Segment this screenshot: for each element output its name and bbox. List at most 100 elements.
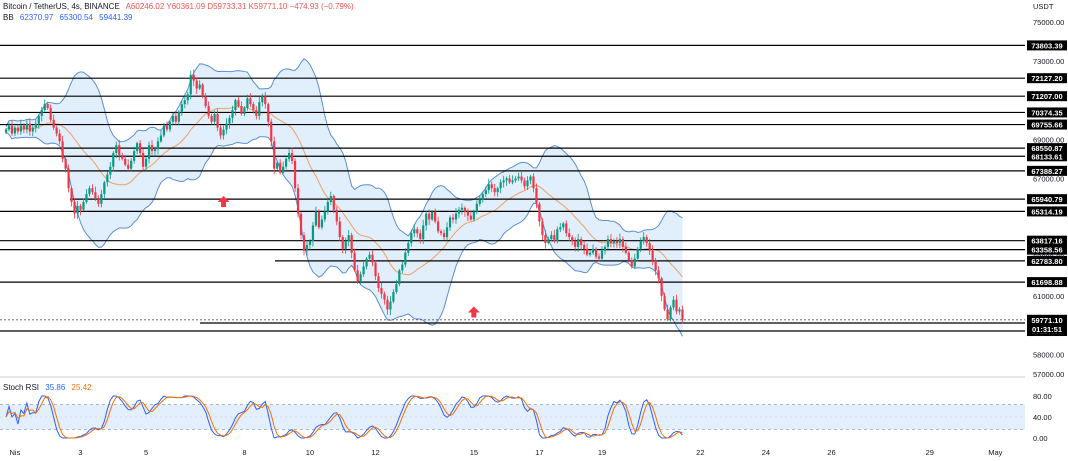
candle-body [55, 127, 58, 134]
candle-body [615, 241, 618, 243]
candle-body [174, 115, 177, 122]
rsi-label[interactable]: Stoch RSI [3, 383, 40, 392]
level-label: 65314.19 [1031, 207, 1062, 216]
candle-body [16, 127, 20, 132]
candle-body [469, 215, 472, 220]
candle-body [451, 217, 455, 220]
candle-body [276, 162, 279, 169]
candle-body [383, 293, 386, 300]
candle-body [529, 176, 532, 181]
candle-body [475, 203, 478, 212]
candle-body [621, 239, 624, 247]
candle-body [37, 115, 40, 124]
candle-body [282, 166, 285, 173]
candle-body [46, 104, 49, 109]
candle-body [413, 229, 416, 234]
candle-body [40, 110, 43, 116]
candle-body [159, 135, 163, 142]
candle-body [189, 74, 192, 95]
candle-body [568, 233, 571, 238]
candle-body [460, 207, 464, 210]
candle-body [22, 125, 25, 130]
candle-body [264, 96, 267, 105]
candle-body [550, 235, 553, 240]
up-arrow-icon [217, 196, 230, 208]
candle-body [523, 180, 526, 187]
candle-body [547, 239, 550, 243]
time-axis[interactable]: Nis 3 5 8 10 12 15 17 19 22 24 26 29 May [10, 448, 1003, 457]
level-tag [1027, 235, 1067, 246]
price-tick-label: 67000.00 [1033, 174, 1064, 183]
candle-body [320, 219, 323, 228]
candle-body [285, 158, 288, 167]
price-tick-label: 69000.00 [1033, 135, 1064, 144]
time-tick-label: 19 [598, 448, 606, 457]
candle-body [4, 129, 8, 133]
candle-body [597, 256, 601, 259]
level-tag [1027, 107, 1067, 118]
candle-body [67, 168, 70, 189]
level-label: 71207.00 [1031, 92, 1062, 101]
candle-body [574, 241, 577, 247]
candle-body [425, 213, 428, 226]
candle-body [365, 258, 368, 267]
candle-body [377, 276, 380, 288]
time-tick-label: Nis [10, 448, 21, 457]
candle-body [431, 211, 434, 220]
candle-body [225, 123, 228, 130]
time-tick-label: 3 [78, 448, 82, 457]
candle-body [457, 209, 461, 214]
symbol-legend: Bitcoin / TetherUS, 4s, BINANCE A60246.0… [3, 2, 358, 11]
candle-body [678, 309, 681, 312]
candle-body [243, 108, 246, 114]
candle-body [311, 225, 315, 242]
candle-body [627, 252, 630, 261]
candle-body [434, 211, 437, 222]
candle-body [675, 299, 678, 312]
candle-body [600, 250, 604, 259]
bb-basis-value: 62370.97 [19, 13, 54, 22]
countdown-label: 01:31:51 [1032, 325, 1062, 334]
stoch-rsi-panel [0, 395, 1025, 439]
candle-body [290, 153, 294, 161]
candle-body [493, 188, 496, 193]
candle-body [439, 231, 443, 234]
candle-body [127, 164, 130, 169]
candle-body [562, 223, 565, 228]
level-tag [1027, 151, 1067, 162]
candle-body [13, 127, 17, 134]
time-tick-label: 8 [242, 448, 246, 457]
price-tick-label: 58000.00 [1033, 350, 1064, 359]
bb-legend: BB 62370.97 65300.54 59441.39 [3, 13, 137, 22]
candle-body [165, 125, 169, 130]
candle-body [293, 160, 297, 189]
candle-body [636, 248, 639, 259]
current-price-label: 59771.10 [1031, 316, 1062, 325]
level-tag [1027, 40, 1067, 51]
bb-label[interactable]: BB [3, 13, 14, 22]
level-label: 72127.20 [1031, 74, 1062, 83]
candle-body [314, 211, 318, 226]
candle-body [502, 180, 505, 183]
level-tag [1027, 277, 1067, 288]
candle-body [416, 229, 419, 234]
symbol-title[interactable]: Bitcoin / TetherUS, 4s, BINANCE [3, 2, 120, 11]
candle-body [85, 194, 88, 202]
candle-body [61, 141, 64, 159]
candle-body [133, 151, 136, 161]
candle-body [112, 153, 115, 167]
candle-body [52, 119, 55, 128]
price-axis[interactable]: 75000.00 73000.00 69000.00 67000.00 63000.00… [1033, 18, 1064, 443]
candle-body [544, 235, 547, 243]
candle-body [603, 246, 607, 251]
candle-body [153, 149, 157, 152]
candle-body [25, 123, 28, 130]
candle-body [586, 248, 589, 255]
candle-body [338, 221, 341, 238]
candle-body [279, 162, 282, 173]
candle-body [663, 295, 666, 310]
candle-body [609, 239, 613, 243]
candle-body [210, 115, 213, 122]
